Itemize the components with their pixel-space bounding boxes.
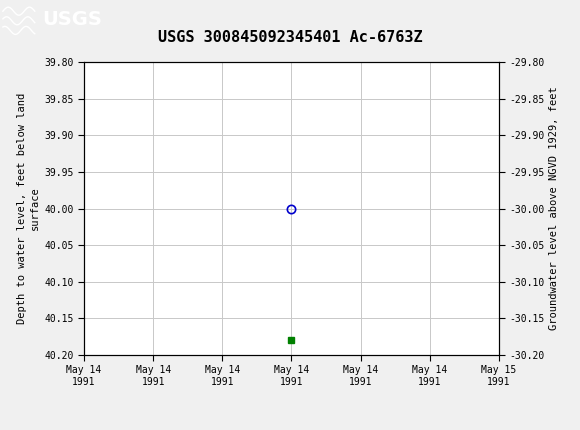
Text: USGS 300845092345401 Ac-6763Z: USGS 300845092345401 Ac-6763Z [158,30,422,45]
Y-axis label: Groundwater level above NGVD 1929, feet: Groundwater level above NGVD 1929, feet [549,87,559,330]
Y-axis label: Depth to water level, feet below land
surface: Depth to water level, feet below land su… [17,93,40,324]
Text: USGS: USGS [42,10,102,30]
